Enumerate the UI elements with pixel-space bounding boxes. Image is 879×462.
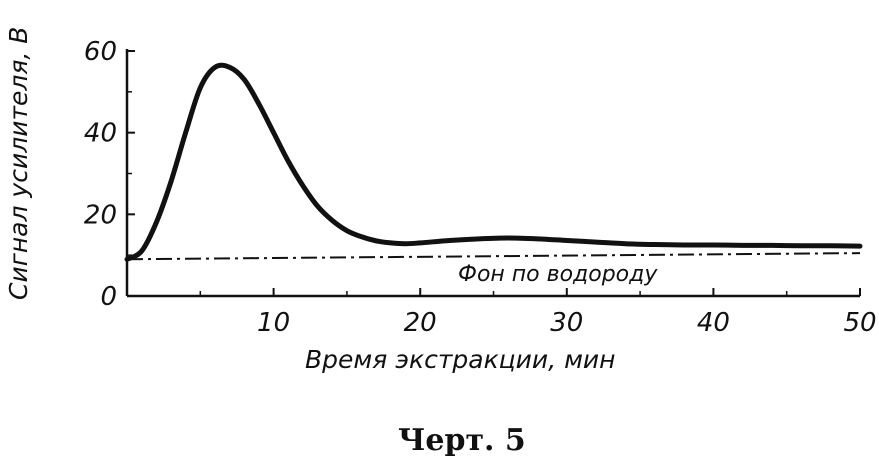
y-tick-label: 60 <box>84 37 117 67</box>
hydrogen-background-label: Фон по водороду <box>458 262 658 287</box>
x-tick-label: 50 <box>843 308 876 338</box>
series <box>124 62 863 262</box>
figure-caption: Черт. 5 <box>398 423 526 458</box>
x-tick-label: 30 <box>550 308 583 338</box>
x-tick-label: 20 <box>404 308 437 338</box>
ticks: 10 20 30 40 50 0 20 40 60 <box>84 37 877 338</box>
y-tick-label: 20 <box>84 200 117 230</box>
y-axis-label: Сигнал усилителя, В <box>4 27 33 300</box>
y-tick-label: 0 <box>100 282 117 312</box>
x-tick-label: 10 <box>257 308 290 338</box>
hydrogen-background-line <box>126 252 861 261</box>
y-tick-label: 40 <box>84 119 117 149</box>
x-tick-label: 40 <box>697 308 730 338</box>
signal-curve <box>124 62 863 262</box>
x-axis-label: Время экстракции, мин <box>305 345 616 374</box>
